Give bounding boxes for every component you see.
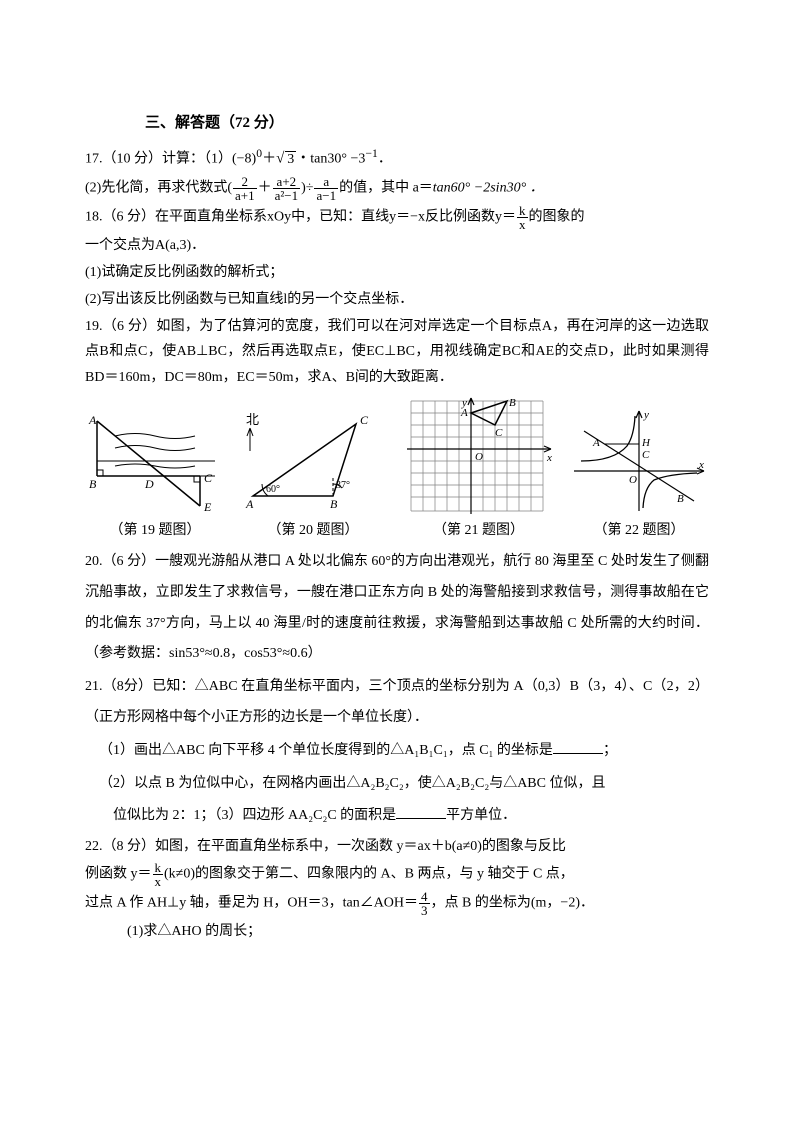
problem-21b: （1）画出△ABC 向下平移 4 个单位长度得到的△A₁B₁C₁，点 C₁ 的坐… — [85, 736, 709, 767]
svg-text:A: A — [88, 413, 97, 427]
problem-18d: (2)写出该反比例函数与已知直线l的另一个交点坐标． — [85, 287, 709, 312]
svg-text:O: O — [475, 451, 483, 463]
problem-17-1: 17.（10 分）计算：（1）(−8)0＋√3・tan30° −3−1． — [85, 143, 709, 173]
caption-22: （第 22 题图） — [569, 518, 709, 543]
text: ・tan30° −3 — [296, 152, 365, 167]
blank-fill — [553, 740, 603, 754]
text: 位似比为 2：1；（3）四边形 AA₂C₂C 的面积是 — [113, 808, 396, 823]
sup: −1 — [365, 147, 377, 160]
svg-text:y: y — [643, 409, 649, 421]
svg-text:E: E — [203, 500, 212, 514]
problem-22b: 例函数 y＝kx(k≠0)的图象交于第二、四象限内的 A、B 两点，与 y 轴交… — [85, 861, 709, 888]
text: ＋ — [262, 152, 276, 167]
svg-text:D: D — [144, 477, 154, 491]
problem-21c: （2）以点 B 为位似中心，在网格内画出△A₂B₂C₂，使△A₂B₂C₂与△AB… — [85, 769, 709, 800]
text: 过点 A 作 AH⊥y 轴，垂足为 H，OH＝3，tan∠AOH＝ — [85, 896, 418, 911]
figure-20: 北 60° 37° A B C （第 20 题图） — [238, 406, 388, 543]
figure-22: A H C O x y B （第 22 题图） — [569, 406, 709, 543]
blank-fill — [396, 805, 446, 819]
text: （1）画出△ABC 向下平移 4 个单位长度得到的△A₁B₁C₁，点 C₁ 的坐… — [99, 743, 553, 758]
problem-21a: 21.（8分）已知：△ABC 在直角坐标平面内，三个顶点的坐标分别为 A（0,3… — [85, 672, 709, 734]
text: )÷ — [301, 180, 313, 195]
section-title: 三、解答题（72 分） — [85, 110, 709, 137]
svg-text:北: 北 — [246, 412, 259, 427]
svg-text:37°: 37° — [336, 480, 350, 491]
svg-text:C: C — [360, 413, 369, 427]
svg-text:C: C — [204, 471, 213, 485]
text: 例函数 y＝ — [85, 867, 152, 882]
svg-text:C: C — [495, 427, 503, 439]
problem-18: 18.（6 分）在平面直角坐标系xOy中，已知：直线y＝−x反比例函数y＝kx的… — [85, 204, 709, 231]
svg-text:B: B — [509, 397, 516, 409]
sqrt-3: 3 — [285, 151, 296, 167]
text: ，点 B 的坐标为(m，−2)． — [431, 896, 594, 911]
text: 18.（6 分）在平面直角坐标系xOy中，已知：直线y＝−x反比例函数y＝ — [85, 209, 516, 224]
num: k — [517, 204, 528, 218]
den: x — [153, 875, 164, 888]
figures-row: A B D C E （第 19 题图） 北 60° 37° — [85, 396, 709, 543]
figure-21: A B C O x y （第 21 题图） — [401, 396, 556, 543]
svg-text:x: x — [698, 459, 704, 471]
problem-17-2: (2)先化简，再求代数式(2a+1＋a+2a²−1)÷aa−1的值，其中 a＝t… — [85, 175, 709, 202]
den: a²−1 — [273, 189, 301, 202]
text: ； — [603, 743, 617, 758]
text: ＋ — [258, 180, 272, 195]
problem-21d: 位似比为 2：1；（3）四边形 AA₂C₂C 的面积是 平方单位． — [85, 801, 709, 832]
caption-19: （第 19 题图） — [85, 518, 225, 543]
svg-text:A: A — [245, 497, 254, 511]
text: ． — [378, 152, 392, 167]
den: 3 — [419, 904, 430, 917]
problem-19: 19.（6 分）如图，为了估算河的宽度，我们可以在河对岸选定一个目标点A，再在河… — [85, 314, 709, 390]
text: (2)先化简，再求代数式( — [85, 180, 232, 195]
problem-22a: 22.（8 分）如图，在平面直角坐标系中，一次函数 y＝ax＋b(a≠0)的图象… — [85, 834, 709, 859]
text-italic: tan60° −2sin30° ． — [433, 180, 544, 195]
problem-22c: 过点 A 作 AH⊥y 轴，垂足为 H，OH＝3，tan∠AOH＝43，点 B … — [85, 890, 709, 917]
problem-22d: (1)求△AHO 的周长； — [85, 919, 709, 944]
caption-20: （第 20 题图） — [238, 518, 388, 543]
text: 的值，其中 a＝ — [339, 180, 433, 195]
problem-18b: 一个交点为A(a,3)． — [85, 233, 709, 258]
svg-text:B: B — [677, 493, 684, 505]
svg-text:O: O — [629, 474, 637, 486]
figure-19: A B D C E （第 19 题图） — [85, 406, 225, 543]
text: 平方单位． — [446, 808, 516, 823]
problem-18c: (1)试确定反比例函数的解析式； — [85, 260, 709, 285]
svg-text:B: B — [89, 477, 97, 491]
svg-text:A: A — [592, 437, 600, 449]
text: 17.（10 分）计算：（1）(−8) — [85, 152, 256, 167]
num: 4 — [419, 890, 430, 904]
num: a — [314, 175, 338, 189]
caption-21: （第 21 题图） — [401, 518, 556, 543]
svg-text:x: x — [546, 452, 552, 464]
den: a+1 — [233, 189, 257, 202]
svg-text:C: C — [642, 449, 650, 461]
problem-20: 20.（6 分）一艘观光游船从港口 A 处以北偏东 60°的方向出港观光，航行 … — [85, 547, 709, 670]
den: a−1 — [314, 189, 338, 202]
den: x — [517, 218, 528, 231]
num: 2 — [233, 175, 257, 189]
num: a+2 — [273, 175, 301, 189]
svg-text:B: B — [330, 497, 338, 511]
num: k — [153, 861, 164, 875]
text: 的图象的 — [529, 209, 585, 224]
svg-text:H: H — [641, 437, 651, 449]
svg-text:y: y — [461, 397, 467, 409]
svg-text:60°: 60° — [266, 484, 280, 495]
text: (k≠0)的图象交于第二、四象限内的 A、B 两点，与 y 轴交于 C 点， — [164, 867, 574, 882]
